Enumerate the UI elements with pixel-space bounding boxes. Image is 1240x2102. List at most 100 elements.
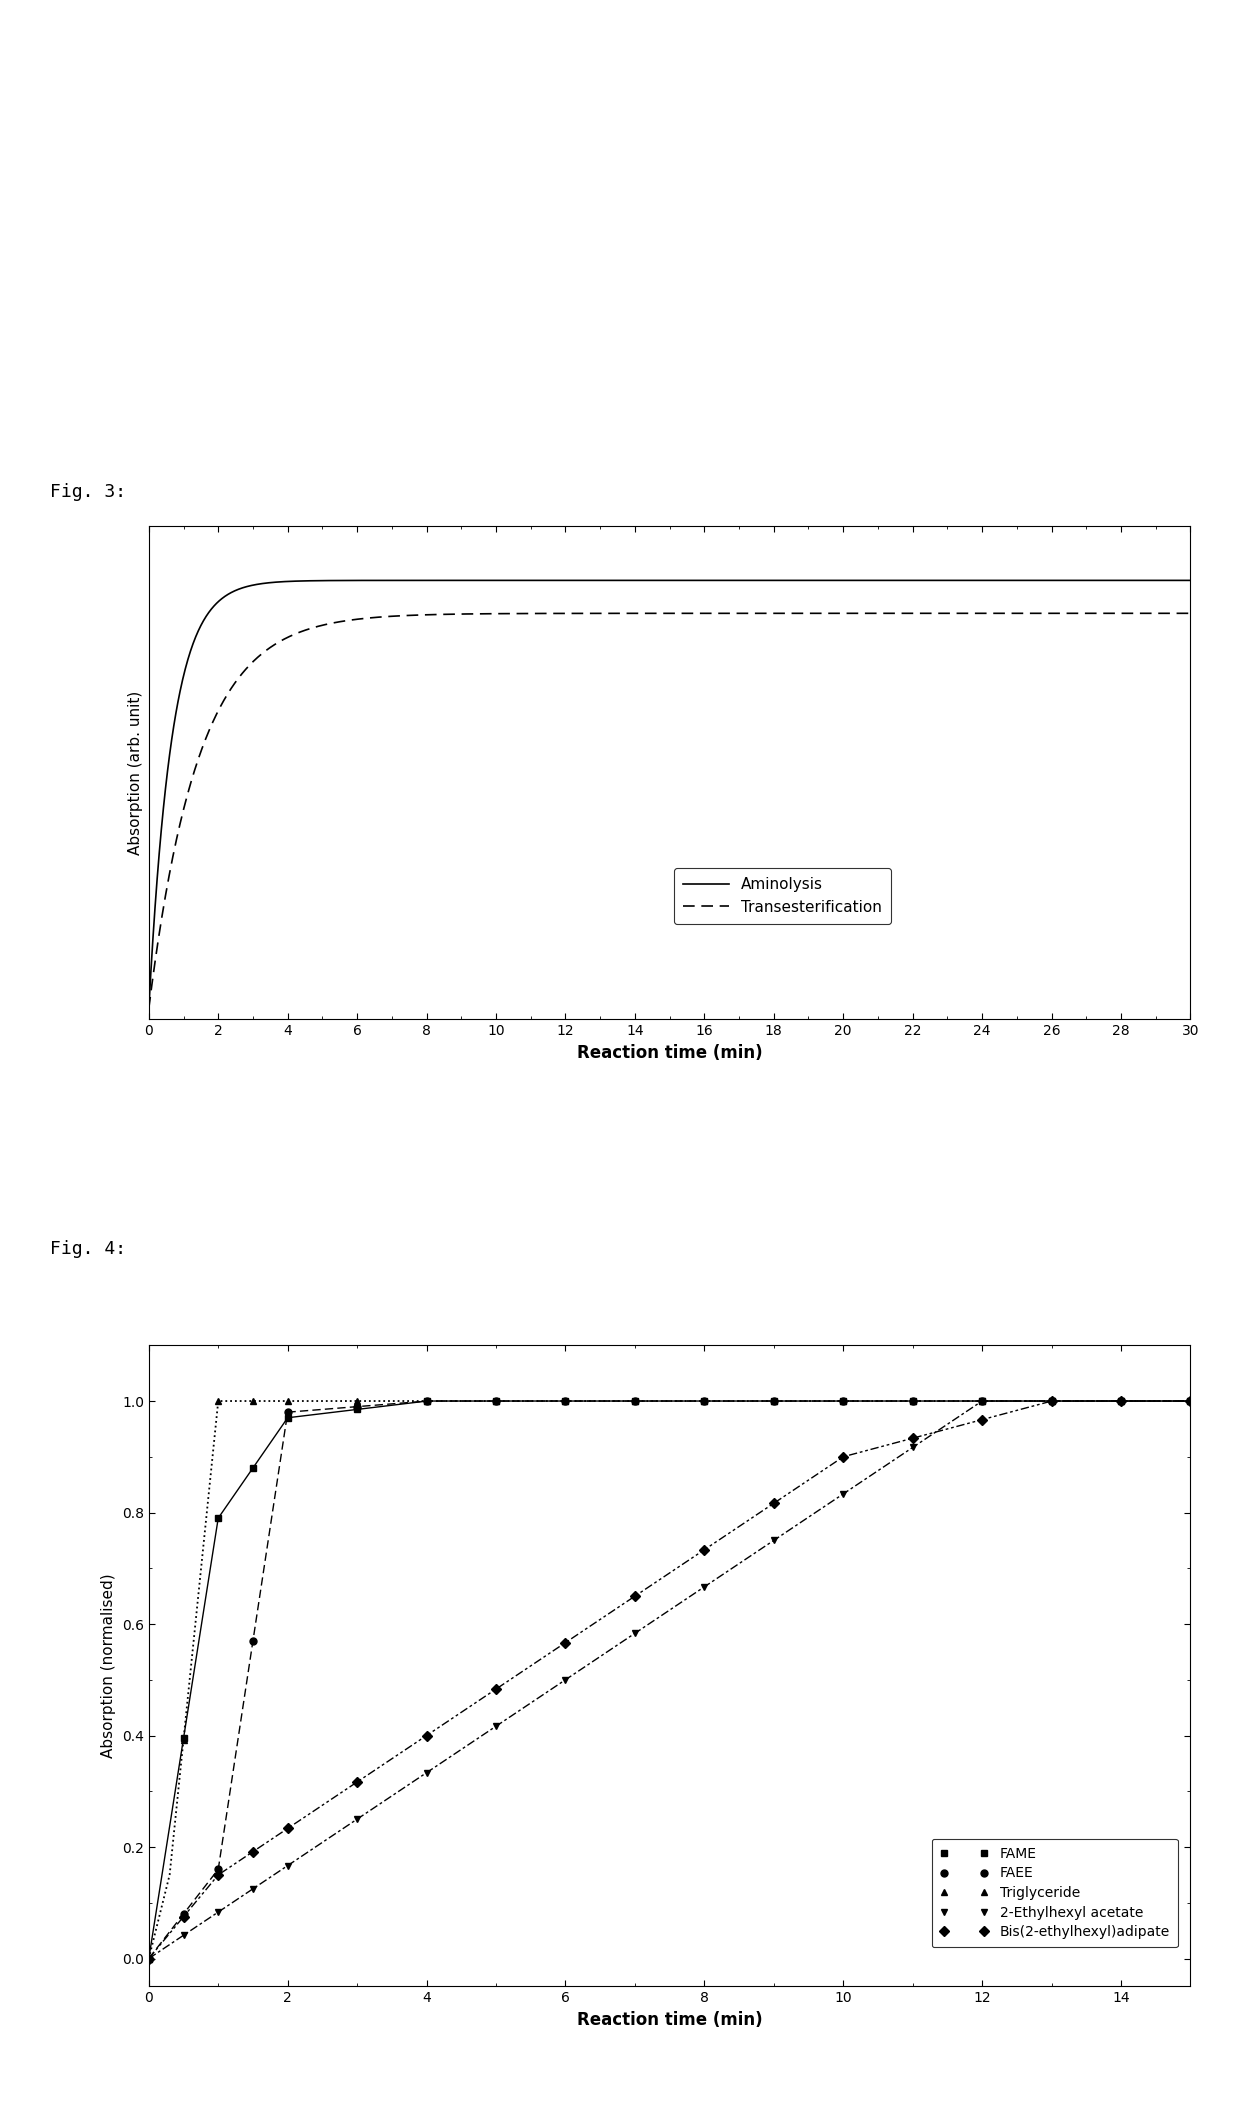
2-Ethylhexyl acetate bbox=[176, 1923, 191, 1949]
2-Ethylhexyl acetate bbox=[836, 1482, 851, 1507]
Aminolysis bbox=[647, 568, 662, 593]
FAME bbox=[489, 1389, 503, 1415]
Triglyceride bbox=[419, 1389, 434, 1415]
Bis(2-ethylhexyl)adipate bbox=[350, 1770, 365, 1795]
FAEE bbox=[1114, 1389, 1128, 1415]
Y-axis label: Absorption (arb. unit): Absorption (arb. unit) bbox=[128, 689, 144, 856]
Bis(2-ethylhexyl)adipate bbox=[1044, 1389, 1059, 1415]
FAEE bbox=[766, 1389, 781, 1415]
Legend: Aminolysis, Transesterification: Aminolysis, Transesterification bbox=[673, 868, 892, 925]
FAME bbox=[1183, 1389, 1198, 1415]
Transesterification bbox=[195, 736, 210, 761]
FAEE bbox=[905, 1389, 920, 1415]
Bis(2-ethylhexyl)adipate bbox=[176, 1904, 191, 1930]
2-Ethylhexyl acetate bbox=[905, 1436, 920, 1461]
Triglyceride bbox=[176, 1728, 191, 1753]
Bis(2-ethylhexyl)adipate bbox=[905, 1425, 920, 1450]
FAEE bbox=[836, 1389, 851, 1415]
Text: Fig. 3:: Fig. 3: bbox=[50, 483, 125, 500]
FAEE bbox=[176, 1902, 191, 1928]
FAME bbox=[419, 1389, 434, 1415]
2-Ethylhexyl acetate bbox=[558, 1667, 573, 1692]
FAME bbox=[975, 1389, 990, 1415]
FAME bbox=[1044, 1389, 1059, 1415]
2-Ethylhexyl acetate bbox=[975, 1389, 990, 1415]
FAME bbox=[836, 1389, 851, 1415]
Aminolysis bbox=[620, 568, 635, 593]
FAEE bbox=[419, 1389, 434, 1415]
Bis(2-ethylhexyl)adipate bbox=[766, 1490, 781, 1516]
2-Ethylhexyl acetate bbox=[489, 1713, 503, 1738]
Transesterification bbox=[141, 996, 156, 1022]
FAME bbox=[558, 1389, 573, 1415]
Triglyceride bbox=[489, 1389, 503, 1415]
FAME bbox=[176, 1726, 191, 1751]
Aminolysis bbox=[141, 996, 156, 1022]
Bis(2-ethylhexyl)adipate bbox=[975, 1406, 990, 1431]
Bis(2-ethylhexyl)adipate bbox=[419, 1724, 434, 1749]
Aminolysis bbox=[1183, 568, 1198, 593]
Transesterification bbox=[647, 601, 662, 626]
Transesterification bbox=[961, 601, 976, 626]
FAEE bbox=[1044, 1389, 1059, 1415]
Line: Aminolysis: Aminolysis bbox=[149, 580, 1190, 1009]
Bis(2-ethylhexyl)adipate bbox=[280, 1816, 295, 1841]
Triglyceride bbox=[1183, 1389, 1198, 1415]
2-Ethylhexyl acetate bbox=[211, 1900, 226, 1925]
Bis(2-ethylhexyl)adipate bbox=[211, 1862, 226, 1888]
FAEE bbox=[975, 1389, 990, 1415]
Triglyceride bbox=[697, 1389, 712, 1415]
Line: Transesterification: Transesterification bbox=[149, 614, 1190, 1009]
FAME bbox=[350, 1398, 365, 1423]
Aminolysis bbox=[1153, 568, 1168, 593]
FAME bbox=[905, 1389, 920, 1415]
FAME bbox=[766, 1389, 781, 1415]
Bis(2-ethylhexyl)adipate bbox=[141, 1946, 156, 1972]
Transesterification bbox=[1152, 601, 1167, 626]
2-Ethylhexyl acetate bbox=[627, 1621, 642, 1646]
FAEE bbox=[1183, 1389, 1198, 1415]
Aminolysis bbox=[961, 568, 976, 593]
Transesterification bbox=[620, 601, 635, 626]
Bis(2-ethylhexyl)adipate bbox=[246, 1839, 260, 1864]
2-Ethylhexyl acetate bbox=[280, 1854, 295, 1879]
Triglyceride bbox=[350, 1389, 365, 1415]
Triglyceride bbox=[766, 1389, 781, 1415]
FAME bbox=[697, 1389, 712, 1415]
2-Ethylhexyl acetate bbox=[697, 1574, 712, 1600]
FAME bbox=[246, 1455, 260, 1480]
2-Ethylhexyl acetate bbox=[141, 1946, 156, 1972]
FAEE bbox=[489, 1389, 503, 1415]
FAME bbox=[141, 1946, 156, 1972]
Triglyceride bbox=[627, 1389, 642, 1415]
Triglyceride bbox=[558, 1389, 573, 1415]
FAME bbox=[627, 1389, 642, 1415]
FAEE bbox=[627, 1389, 642, 1415]
Bis(2-ethylhexyl)adipate bbox=[489, 1677, 503, 1703]
Bis(2-ethylhexyl)adipate bbox=[627, 1583, 642, 1608]
Y-axis label: Absorption (normalised): Absorption (normalised) bbox=[102, 1574, 117, 1757]
FAME bbox=[1114, 1389, 1128, 1415]
Triglyceride bbox=[141, 1946, 156, 1972]
Transesterification bbox=[1153, 601, 1168, 626]
Triglyceride bbox=[1114, 1389, 1128, 1415]
Bis(2-ethylhexyl)adipate bbox=[1114, 1389, 1128, 1415]
Triglyceride bbox=[905, 1389, 920, 1415]
X-axis label: Reaction time (min): Reaction time (min) bbox=[577, 2012, 763, 2028]
2-Ethylhexyl acetate bbox=[419, 1759, 434, 1785]
Triglyceride bbox=[1044, 1389, 1059, 1415]
X-axis label: Reaction time (min): Reaction time (min) bbox=[577, 1045, 763, 1062]
Triglyceride bbox=[211, 1389, 226, 1415]
Aminolysis bbox=[1153, 568, 1168, 593]
Triglyceride bbox=[836, 1389, 851, 1415]
FAME bbox=[211, 1505, 226, 1530]
2-Ethylhexyl acetate bbox=[766, 1528, 781, 1553]
FAEE bbox=[558, 1389, 573, 1415]
Transesterification bbox=[1183, 601, 1198, 626]
2-Ethylhexyl acetate bbox=[350, 1806, 365, 1831]
FAEE bbox=[697, 1389, 712, 1415]
Line: FAEE: FAEE bbox=[145, 1398, 1194, 1961]
FAEE bbox=[211, 1856, 226, 1881]
Text: Fig. 4:: Fig. 4: bbox=[50, 1240, 125, 1257]
Line: Bis(2-ethylhexyl)adipate: Bis(2-ethylhexyl)adipate bbox=[145, 1398, 1194, 1961]
